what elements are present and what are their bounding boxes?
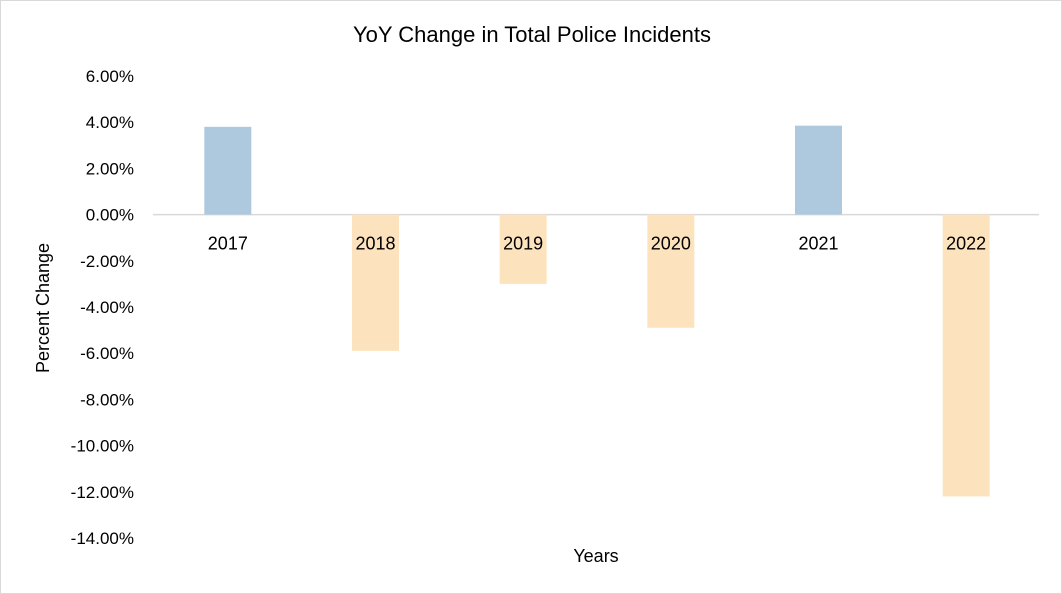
y-tick-label: -8.00% (80, 390, 134, 409)
y-axis-ticks: 6.00% 4.00% 2.00% 0.00% -2.00% -4.00% -6.00% -8… (71, 67, 134, 548)
x-tick-label: 2019 (503, 234, 543, 254)
y-axis-title: Percent Change (33, 243, 53, 373)
x-tick-label: 2018 (355, 234, 395, 254)
bar-2019 (499, 214, 547, 284)
x-tick-label: 2017 (208, 234, 248, 254)
y-tick-label: -6.00% (80, 344, 134, 363)
category-labels: 2017 2018 2019 2020 2021 2022 (208, 234, 986, 254)
bar-2020 (647, 214, 695, 328)
y-tick-label: 6.00% (86, 67, 134, 86)
bars (204, 125, 990, 497)
bar-2022 (942, 214, 990, 497)
bar-2021 (795, 125, 842, 215)
y-tick-label: 4.00% (86, 113, 134, 132)
y-tick-label: 0.00% (86, 206, 134, 225)
x-tick-label: 2021 (798, 234, 838, 254)
y-tick-label: -14.00% (71, 529, 134, 548)
y-tick-label: -4.00% (80, 298, 134, 317)
y-tick-label: -2.00% (80, 252, 134, 271)
x-tick-label: 2020 (651, 234, 691, 254)
x-axis-title: Years (573, 546, 618, 566)
x-tick-label: 2022 (946, 234, 986, 254)
chart-title: YoY Change in Total Police Incidents (353, 22, 711, 47)
bar-2018 (352, 214, 399, 351)
y-tick-label: 2.00% (86, 159, 134, 178)
bar-2017 (204, 126, 252, 215)
y-tick-label: -10.00% (71, 437, 134, 456)
y-tick-label: -12.00% (71, 483, 134, 502)
